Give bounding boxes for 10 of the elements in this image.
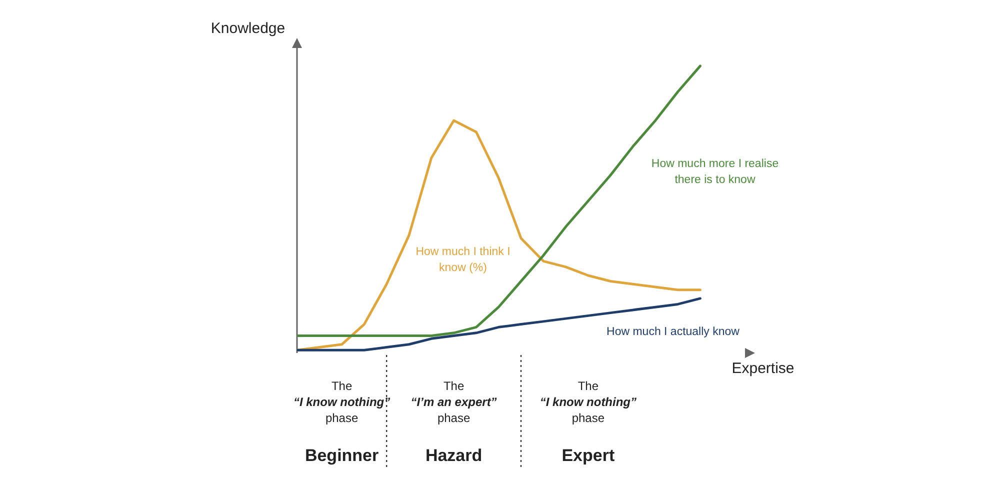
series-label: How much I think I know (%) — [414, 245, 512, 276]
text: Beginner — [304, 446, 380, 466]
text: Expert — [560, 446, 616, 466]
x-axis-title: Expertise — [730, 360, 796, 377]
text: The “I know nothing” phase — [292, 378, 392, 426]
series-label: How much I actually know — [606, 325, 740, 340]
y-axis-title: Knowledge — [210, 20, 286, 37]
series-label: How much more I realise there is to know — [650, 157, 780, 188]
text: The “I know nothing” phase — [538, 378, 638, 426]
text: Hazard — [424, 446, 484, 466]
